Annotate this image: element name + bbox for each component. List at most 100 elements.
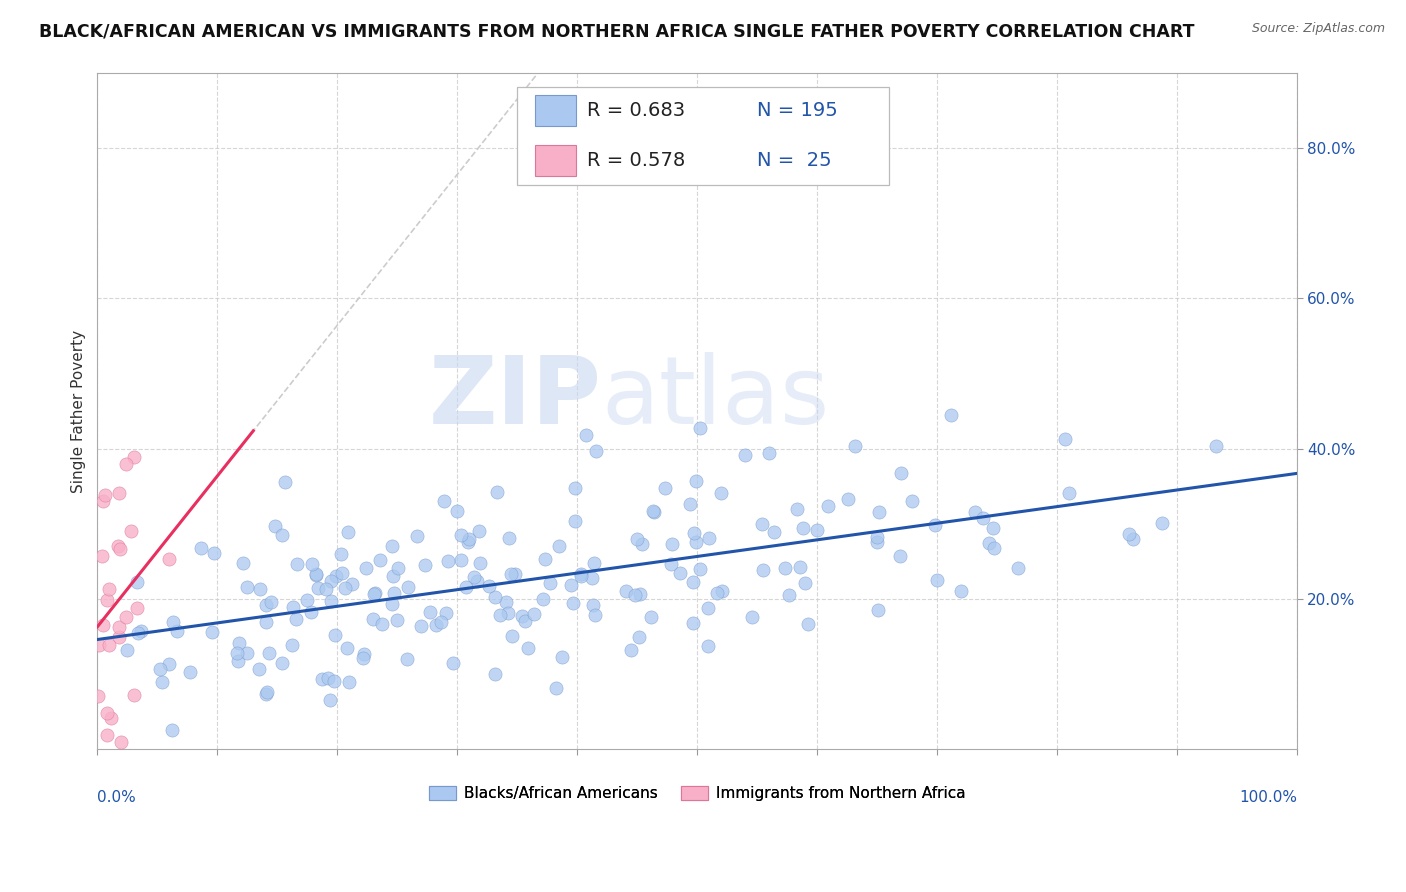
Point — [865, 534, 887, 549]
Point — [614, 584, 637, 599]
Point — [927, 573, 949, 587]
Point — [551, 650, 574, 665]
Point — [685, 534, 707, 549]
Point — [356, 561, 378, 575]
Point — [108, 486, 131, 500]
Point — [495, 594, 517, 608]
Point — [581, 571, 603, 585]
Point — [866, 530, 889, 544]
Point — [256, 615, 278, 629]
Point — [228, 636, 250, 650]
Point — [91, 493, 114, 508]
Point — [685, 475, 707, 489]
Point — [516, 640, 538, 655]
FancyBboxPatch shape — [517, 87, 889, 185]
Point — [458, 533, 481, 547]
Point — [547, 540, 569, 554]
Point — [299, 605, 322, 619]
Point — [773, 561, 796, 575]
Text: N = 195: N = 195 — [756, 102, 838, 120]
Text: N =  25: N = 25 — [756, 151, 832, 169]
Point — [319, 574, 342, 588]
Point — [225, 646, 247, 660]
Point — [470, 556, 492, 570]
Point — [794, 575, 817, 590]
Point — [569, 569, 592, 583]
Point — [304, 566, 326, 581]
Point — [837, 491, 859, 506]
Point — [515, 614, 537, 628]
Point — [1205, 439, 1227, 453]
Text: Source: ZipAtlas.com: Source: ZipAtlas.com — [1251, 22, 1385, 36]
Text: ZIP: ZIP — [429, 351, 602, 443]
Point — [301, 557, 323, 571]
Point — [311, 672, 333, 686]
Point — [868, 603, 890, 617]
Point — [501, 629, 523, 643]
Point — [696, 600, 718, 615]
Text: atlas: atlas — [602, 351, 830, 443]
Point — [384, 586, 406, 600]
Point — [734, 449, 756, 463]
Point — [91, 618, 114, 632]
Point — [889, 549, 911, 563]
Point — [157, 657, 180, 672]
Point — [468, 524, 491, 538]
Point — [353, 647, 375, 661]
Point — [778, 588, 800, 602]
Point — [295, 593, 318, 607]
Point — [498, 531, 520, 545]
Point — [257, 646, 280, 660]
Point — [235, 646, 257, 660]
Point — [157, 551, 180, 566]
Point — [797, 616, 820, 631]
Point — [321, 594, 343, 608]
Point — [496, 606, 519, 620]
Point — [484, 667, 506, 681]
Point — [107, 539, 129, 553]
Point — [941, 409, 963, 423]
Point — [284, 612, 307, 626]
Point — [1118, 527, 1140, 541]
Point — [679, 498, 702, 512]
Point — [405, 528, 427, 542]
Point — [96, 706, 118, 720]
Point — [583, 607, 606, 622]
Point — [249, 662, 271, 676]
Point — [682, 615, 704, 630]
Legend: Blacks/African Americans, Immigrants from Northern Africa: Blacks/African Americans, Immigrants fro… — [425, 781, 970, 806]
Point — [110, 735, 132, 749]
Text: R = 0.683: R = 0.683 — [586, 102, 685, 120]
Point — [628, 630, 651, 644]
Point — [1150, 516, 1173, 530]
Point — [564, 481, 586, 495]
Point — [336, 640, 359, 655]
Point — [387, 561, 409, 575]
Point — [697, 531, 720, 545]
Point — [125, 600, 148, 615]
Point — [352, 651, 374, 665]
Point — [972, 511, 994, 525]
Point — [456, 580, 478, 594]
Point — [844, 439, 866, 453]
Point — [419, 606, 441, 620]
Point — [305, 568, 328, 582]
Point — [281, 600, 304, 615]
Point — [817, 499, 839, 513]
Point — [285, 557, 308, 571]
Point — [643, 504, 665, 518]
Point — [631, 537, 654, 551]
Point — [274, 475, 297, 490]
Point — [752, 563, 775, 577]
Point — [333, 582, 356, 596]
Point — [150, 675, 173, 690]
Point — [281, 639, 304, 653]
Point — [484, 590, 506, 604]
Point — [122, 688, 145, 702]
Point — [626, 532, 648, 546]
Point — [337, 675, 360, 690]
Point — [396, 580, 419, 594]
Point — [108, 630, 131, 644]
Point — [436, 554, 458, 568]
Point — [179, 665, 201, 679]
